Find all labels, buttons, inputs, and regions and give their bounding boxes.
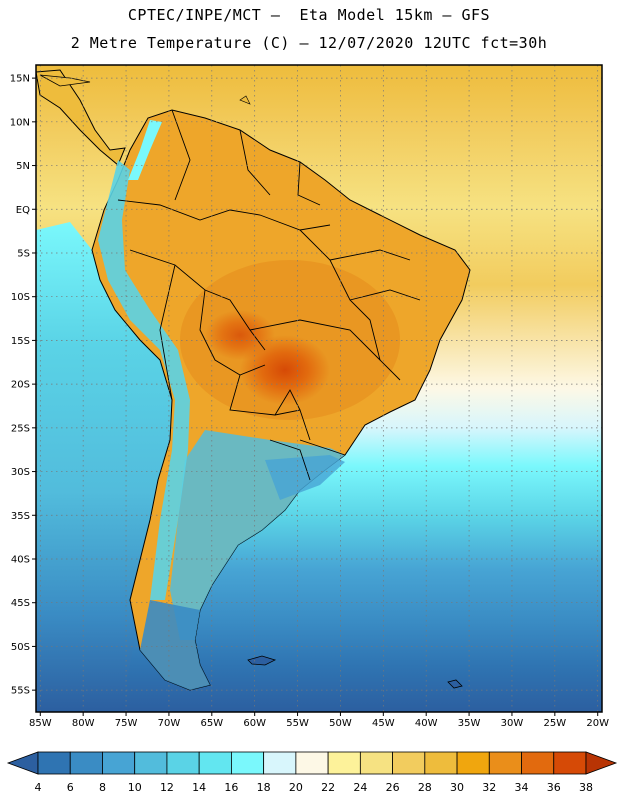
lon-tick-label: 50W xyxy=(329,718,352,729)
colorbar-swatch xyxy=(456,751,490,775)
lon-tick-label: 70W xyxy=(158,718,181,729)
lat-tick-label: 10N xyxy=(10,117,30,128)
colorbar-swatch xyxy=(521,751,555,775)
lon-tick-label: 60W xyxy=(243,718,266,729)
colorbar-swatch xyxy=(424,751,458,775)
lon-tick-label: 30W xyxy=(501,718,524,729)
colorbar-label: 28 xyxy=(418,781,432,794)
lon-tick-label: 80W xyxy=(72,718,95,729)
country-borders xyxy=(117,109,421,481)
central-america-landmass xyxy=(36,69,126,166)
falkland-islands xyxy=(247,655,277,666)
lat-tick-label: 25S xyxy=(11,423,30,434)
colorbar-swatch xyxy=(166,751,200,775)
colorbar-label: 4 xyxy=(35,781,42,794)
lat-tick-label: 5S xyxy=(17,248,30,259)
colorbar-label: 30 xyxy=(450,781,464,794)
lat-tick-label: EQ xyxy=(16,205,30,216)
map-title-line1: CPTEC/INPE/MCT – Eta Model 15km – GFS xyxy=(127,6,491,24)
colorbar-label: 36 xyxy=(547,781,561,794)
lat-tick-label: 5N xyxy=(16,161,30,172)
colorbar-label: 26 xyxy=(386,781,400,794)
colorbar-label: 16 xyxy=(224,781,238,794)
colorbar-label: 12 xyxy=(160,781,174,794)
patagonia-cold-region xyxy=(140,600,210,690)
lat-tick-label: 30S xyxy=(11,467,30,478)
colorbar-label: 10 xyxy=(128,781,142,794)
colorbar-swatch xyxy=(69,751,103,775)
lat-tick-label: 15S xyxy=(11,336,30,347)
colorbar-label: 38 xyxy=(579,781,593,794)
colorbar-label: 6 xyxy=(67,781,74,794)
colorbar-label: 20 xyxy=(289,781,303,794)
lat-tick-label: 50S xyxy=(11,642,30,653)
colorbar-swatch xyxy=(231,751,265,775)
colorbar-swatch xyxy=(37,751,71,775)
map-title-line2: 2 Metre Temperature (C) – 12/07/2020 12U… xyxy=(70,34,548,52)
colorbar-swatch xyxy=(553,751,587,775)
colorbar-label: 18 xyxy=(257,781,271,794)
axis-ticks: 85W 80W 75W 70W 65W 60W 55W 50W 45W 40W 35W 30W 25W 2… xyxy=(10,74,609,729)
colorbar-swatch xyxy=(198,751,232,775)
colorbar-max-arrow xyxy=(585,751,618,775)
colorbar-label: 14 xyxy=(192,781,206,794)
uruguay-cool-region xyxy=(265,455,345,500)
lon-tick-label: 20W xyxy=(586,718,609,729)
lat-tick-label: 40S xyxy=(11,554,30,565)
lon-tick-label: 65W xyxy=(200,718,223,729)
lat-tick-label: 35S xyxy=(11,511,30,522)
colorbar-swatch xyxy=(327,751,361,775)
colorbar-swatch xyxy=(295,751,329,775)
lon-tick-label: 35W xyxy=(458,718,481,729)
colorbar-label: 34 xyxy=(515,781,529,794)
colombia-andes-cold xyxy=(128,120,162,180)
lon-tick-label: 45W xyxy=(372,718,395,729)
andes-cold-strip xyxy=(98,160,190,600)
colorbar-label: 22 xyxy=(321,781,335,794)
lat-tick-label: 45S xyxy=(11,598,30,609)
south-georgia-island xyxy=(447,679,463,689)
hot-core-region-west xyxy=(205,310,275,360)
lon-tick-label: 25W xyxy=(544,718,567,729)
map-frame xyxy=(35,64,603,713)
temperature-colorbar: 4 6 8 10 12 14 16 18 20 22 24 26 28 30 32 34 36 38 xyxy=(6,751,618,794)
lat-tick-label: 10S xyxy=(11,292,30,303)
colorbar-swatch xyxy=(359,751,393,775)
lat-tick-label: 15N xyxy=(10,74,30,85)
caribbean-islands xyxy=(39,74,91,87)
colorbar-swatch xyxy=(263,751,297,775)
colorbar-min-arrow xyxy=(6,751,39,775)
colorbar-swatch xyxy=(102,751,136,775)
lat-tick-label: 20S xyxy=(11,380,30,391)
lon-tick-label: 55W xyxy=(286,718,309,729)
lon-tick-label: 75W xyxy=(115,718,138,729)
lon-tick-label: 40W xyxy=(415,718,438,729)
trinidad-island xyxy=(239,95,251,105)
colorbar-swatch xyxy=(134,751,168,775)
colorbar-swatch xyxy=(392,751,426,775)
lon-tick-label: 85W xyxy=(29,718,52,729)
lat-tick-label: 55S xyxy=(11,686,30,697)
map-plot-area xyxy=(36,65,602,712)
colorbar-swatch xyxy=(488,751,522,775)
colorbar-label: 32 xyxy=(482,781,496,794)
colorbar-label: 24 xyxy=(353,781,367,794)
colorbar-label: 8 xyxy=(99,781,106,794)
